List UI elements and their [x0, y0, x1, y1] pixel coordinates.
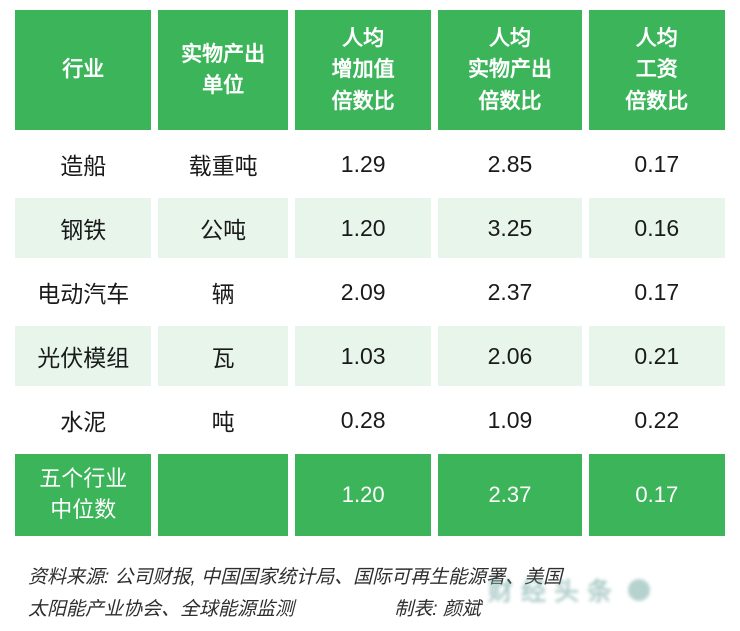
value-added-cell: 1.29: [294, 134, 432, 194]
physical-output-cell: 2.85: [438, 134, 582, 194]
industry-cell: 电动汽车: [15, 262, 152, 322]
table-row: 水泥 吨 0.28 1.09 0.22: [15, 390, 725, 450]
industry-cell: 钢铁: [15, 198, 152, 258]
table-row: 光伏模组 瓦 1.03 2.06 0.21: [15, 326, 725, 386]
wage-cell: 0.17: [588, 134, 725, 194]
source-text-line2: 太阳能产业协会、全球能源监测: [28, 599, 295, 621]
unit-cell: 公吨: [158, 198, 288, 258]
table-row: 电动汽车 辆 2.09 2.37 0.17: [15, 262, 725, 322]
value-added-cell: 0.28: [294, 390, 432, 450]
credit-text: 制表: 颜斌: [394, 599, 481, 621]
footer: 资料来源: 公司财报, 中国国家统计局、国际可再生能源署、美国 太阳能产业协会、…: [28, 562, 732, 627]
industry-cell: 光伏模组: [15, 326, 152, 386]
footer-line2: 太阳能产业协会、全球能源监测 制表: 颜斌: [28, 594, 732, 626]
wage-cell: 0.16: [588, 198, 725, 258]
physical-output-cell: 3.25: [438, 198, 582, 258]
header-value-added-ratio: 人均 增加值 倍数比: [294, 10, 432, 130]
unit-cell: 载重吨: [158, 134, 288, 194]
unit-cell: 瓦: [158, 326, 288, 386]
header-row: 行业 实物产出 单位 人均 增加值 倍数比 人均 实物产出 倍数比 人均 工资 …: [15, 10, 725, 130]
header-physical-output-ratio: 人均 实物产出 倍数比: [438, 10, 582, 130]
physical-output-cell: 2.06: [438, 326, 582, 386]
unit-cell: 辆: [158, 262, 288, 322]
industry-multiples-table: 行业 实物产出 单位 人均 增加值 倍数比 人均 实物产出 倍数比 人均 工资 …: [8, 6, 732, 540]
value-added-cell: 1.03: [294, 326, 432, 386]
physical-output-cell: 2.37: [438, 262, 582, 322]
table-row: 钢铁 公吨 1.20 3.25 0.16: [15, 198, 725, 258]
source-text-line1: 资料来源: 公司财报, 中国国家统计局、国际可再生能源署、美国: [28, 567, 563, 588]
wage-cell: 0.17: [588, 262, 725, 322]
header-industry: 行业: [15, 10, 152, 130]
value-added-cell: 1.20: [294, 454, 432, 536]
industry-cell: 五个行业 中位数: [15, 454, 152, 536]
industry-cell: 水泥: [15, 390, 152, 450]
header-output-unit: 实物产出 单位: [158, 10, 288, 130]
physical-output-cell: 1.09: [438, 390, 582, 450]
wage-cell: 0.21: [588, 326, 725, 386]
header-wage-ratio: 人均 工资 倍数比: [588, 10, 725, 130]
unit-cell: 吨: [158, 390, 288, 450]
summary-row: 五个行业 中位数 1.20 2.37 0.17: [15, 454, 725, 536]
physical-output-cell: 2.37: [438, 454, 582, 536]
unit-cell: [158, 454, 288, 536]
table-row: 造船 载重吨 1.29 2.85 0.17: [15, 134, 725, 194]
industry-cell: 造船: [15, 134, 152, 194]
wage-cell: 0.22: [588, 390, 725, 450]
value-added-cell: 2.09: [294, 262, 432, 322]
wage-cell: 0.17: [588, 454, 725, 536]
value-added-cell: 1.20: [294, 198, 432, 258]
